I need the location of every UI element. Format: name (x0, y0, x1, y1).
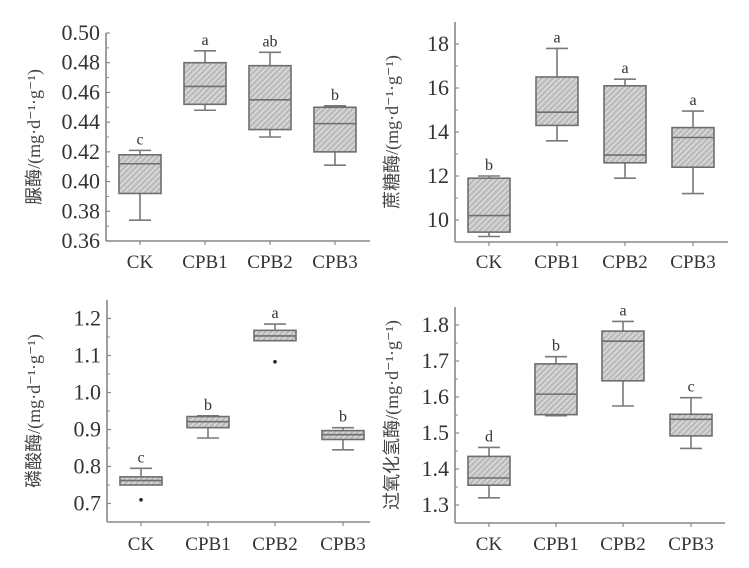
significance-letter: b (552, 338, 560, 355)
outlier-point (273, 359, 277, 364)
y-tick-label: 0.36 (62, 228, 101, 253)
x-tick-label: CPB1 (182, 252, 227, 273)
iqr-box (467, 455, 511, 486)
iqr-box (248, 64, 292, 131)
box-cpb1: b (534, 338, 578, 417)
box-cpb1: a (183, 32, 227, 112)
x-tick-label: CPB1 (533, 534, 578, 555)
significance-letter: b (339, 409, 347, 426)
y-tick-label: 1.0 (74, 380, 102, 405)
significance-letter: ab (262, 33, 277, 50)
significance-letter: b (331, 87, 339, 104)
iqr-box (535, 76, 579, 127)
box-cpb3: c (669, 379, 713, 450)
box-cpb3: b (321, 409, 365, 451)
x-tick-label: CPB1 (185, 534, 230, 555)
y-tick-label: 0.50 (62, 20, 101, 45)
box-ck: c (119, 449, 163, 502)
box-cpb3: b (313, 87, 357, 167)
y-tick-label: 1.2 (74, 306, 102, 331)
outlier-point (139, 498, 143, 502)
y-tick-label: 1.4 (422, 456, 450, 481)
box-cpb1: a (535, 29, 579, 142)
y-tick-label: 16 (427, 75, 449, 100)
x-tick-label: CPB2 (252, 534, 297, 555)
significance-letter: a (201, 32, 208, 49)
y-tick-label: 0.42 (62, 139, 101, 164)
significance-letter: b (485, 157, 493, 174)
iqr-box (669, 413, 713, 437)
y-tick-label: 12 (427, 163, 449, 188)
y-axis-label: 过氧化氢酶/(mg·d⁻¹·g⁻¹) (382, 320, 403, 510)
x-tick-label: CK (127, 252, 154, 273)
box-cpb3: a (671, 92, 715, 195)
iqr-box (118, 154, 162, 195)
y-tick-label: 1.7 (422, 348, 450, 373)
iqr-box (601, 330, 645, 382)
significance-letter: d (485, 428, 493, 445)
y-tick-label: 0.8 (74, 454, 102, 479)
significance-letter: b (204, 397, 212, 414)
y-tick-label: 18 (427, 31, 449, 56)
x-tick-label: CPB3 (668, 534, 713, 555)
sucrase-panel: 10 12 14 16 18 蔗糖酶/(mg·d⁻¹·g⁻¹) b CK a CPB1 a CPB2 a… (382, 22, 728, 273)
y-tick-label: 1.5 (422, 420, 450, 445)
iqr-box (467, 177, 511, 233)
y-tick-label: 10 (427, 207, 449, 232)
x-tick-label: CPB1 (534, 252, 579, 273)
y-axis-label: 蔗糖酶/(mg·d⁻¹·g⁻¹) (382, 55, 403, 209)
x-tick-label: CPB2 (247, 252, 292, 273)
box-ck: d (467, 428, 511, 499)
iqr-box (313, 106, 357, 153)
y-tick-label: 1.3 (422, 492, 450, 517)
x-tick-label: CPB3 (320, 534, 365, 555)
box-ck: b (467, 157, 511, 238)
y-tick-label: 0.38 (62, 198, 101, 223)
y-tick-label: 1.1 (74, 343, 102, 368)
box-cpb2: a (253, 305, 297, 364)
phosphatase-panel: 0.7 0.8 0.9 1.0 1.1 1.2 磷酸酶/(mg·d⁻¹·g⁻¹) c CK b CP… (24, 300, 370, 555)
y-tick-label: 0.9 (74, 417, 102, 442)
x-tick-label: CPB2 (602, 252, 647, 273)
catalase-panel: 1.3 1.4 1.5 1.6 1.7 1.8 过氧化氢酶/(mg·d⁻¹·g⁻¹) d CK b… (382, 302, 725, 555)
iqr-box (534, 363, 578, 416)
y-tick-label: 1.6 (422, 384, 450, 409)
x-tick-label: CPB2 (600, 534, 645, 555)
box-cpb2: a (603, 60, 647, 179)
x-tick-label: CK (128, 534, 155, 555)
y-axis-label: 脲酶/(mg·d⁻¹·g⁻¹) (24, 69, 45, 205)
x-tick-label: CPB3 (670, 252, 715, 273)
y-tick-label: 0.40 (62, 169, 101, 194)
box-ck: c (118, 131, 162, 221)
iqr-box (671, 126, 715, 168)
box-cpb2: ab (248, 33, 292, 138)
y-tick-label: 0.7 (74, 491, 102, 516)
significance-letter: c (687, 379, 694, 396)
y-axis-label: 磷酸酶/(mg·d⁻¹·g⁻¹) (24, 334, 45, 488)
x-tick-label: CK (476, 252, 503, 273)
box-cpb1: b (186, 397, 230, 439)
y-tick-label: 0.46 (62, 79, 101, 104)
significance-letter: a (553, 29, 560, 46)
significance-letter: c (136, 131, 143, 148)
y-tick-label: 1.8 (422, 312, 450, 337)
significance-letter: a (271, 305, 278, 322)
y-tick-label: 0.44 (62, 109, 101, 134)
significance-letter: a (689, 92, 696, 109)
iqr-box (603, 85, 647, 164)
y-tick-label: 14 (427, 119, 449, 144)
x-tick-label: CK (476, 534, 503, 555)
iqr-box (183, 61, 227, 106)
significance-letter: c (137, 449, 144, 466)
x-tick-label: CPB3 (312, 252, 357, 273)
box-cpb2: a (601, 302, 645, 407)
significance-letter: a (619, 302, 626, 319)
y-tick-label: 0.48 (62, 50, 101, 75)
significance-letter: a (621, 60, 628, 77)
urease-panel: 0.36 0.38 0.40 0.42 0.44 0.46 0.48 0.50 脲酶/(mg·d… (24, 20, 370, 273)
